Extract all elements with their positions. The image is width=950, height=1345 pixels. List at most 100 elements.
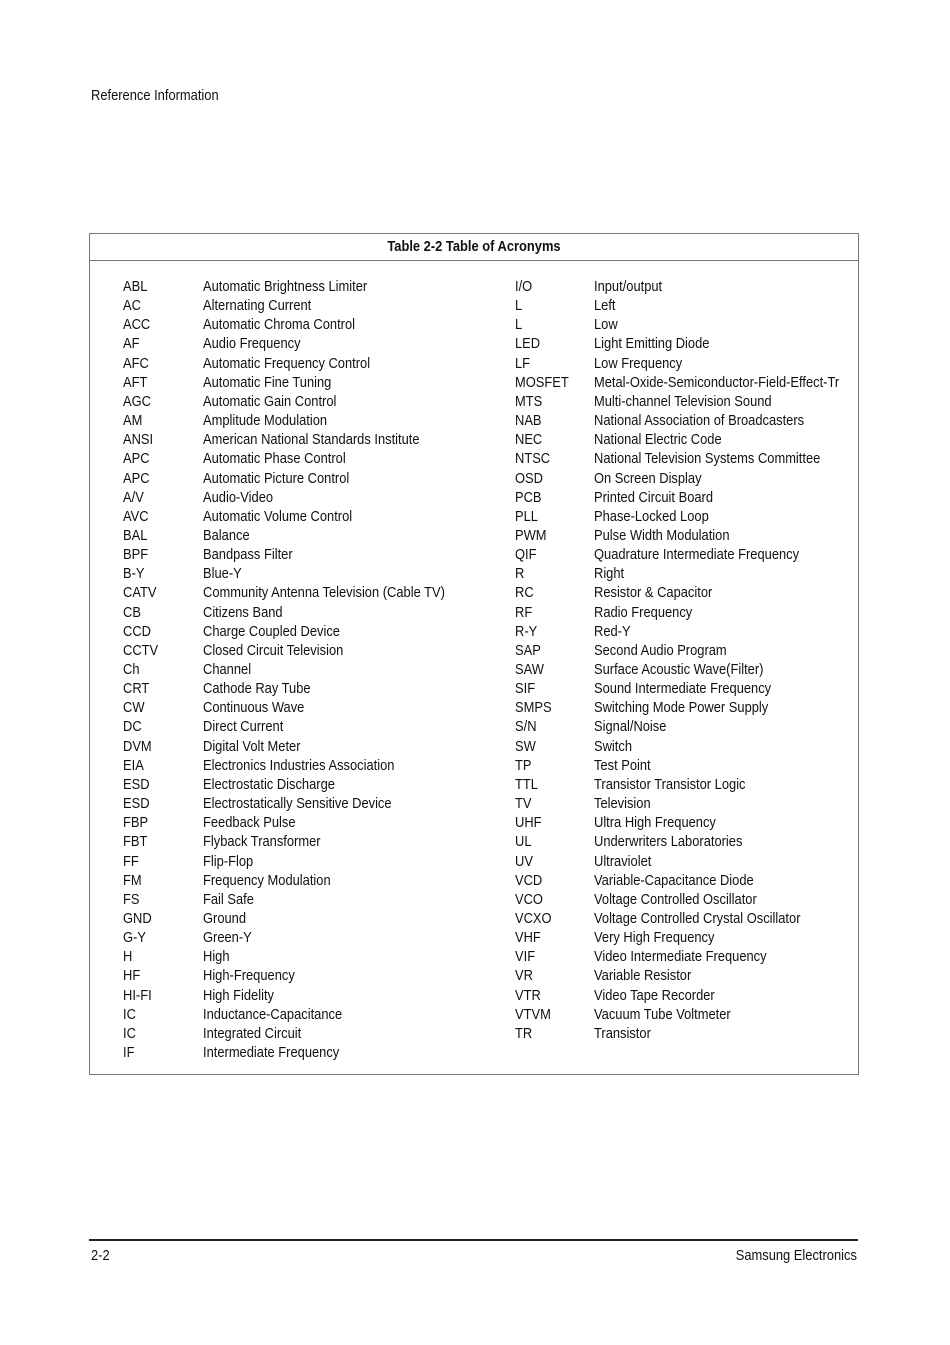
acronym-definition: Flip-Flop <box>203 852 254 870</box>
acronym: OSD <box>515 469 543 487</box>
acronym: ABL <box>123 278 148 295</box>
acronym-definition: Flyback Transformer <box>203 833 321 851</box>
acronym-definition: Amplitude Modulation <box>203 412 328 430</box>
acronym-definition: Green-Y <box>203 929 252 947</box>
acronym: SMPS <box>515 699 552 717</box>
acronym-definition: Community Antenna Television (Cable TV) <box>203 584 445 602</box>
acronym: AFC <box>123 354 149 372</box>
acronym: ESD <box>123 775 150 793</box>
acronym: SAP <box>515 641 541 659</box>
acronym: L <box>515 316 523 334</box>
acronym-definition: Surface Acoustic Wave(Filter) <box>594 661 764 678</box>
acronym-definition: Printed Circuit Board <box>594 488 714 506</box>
acronym-definition: Second Audio Program <box>594 641 727 659</box>
acronym: VTVM <box>515 1005 551 1023</box>
acronym: RF <box>515 603 533 621</box>
acronym: B-Y <box>123 565 145 583</box>
acronym: PWM <box>515 526 547 544</box>
acronym-definition: Automatic Gain Control <box>203 392 337 410</box>
acronym: LF <box>515 354 531 372</box>
acronym: SIF <box>515 680 536 698</box>
acronym: VCO <box>515 890 543 908</box>
acronym: EIA <box>123 756 144 774</box>
acronym-definition: Transistor <box>594 1024 651 1042</box>
acronym-definition: Continuous Wave <box>203 699 305 717</box>
acronym: QIF <box>515 546 537 564</box>
acronym-definition: Video Intermediate Frequency <box>594 948 767 966</box>
acronym: IF <box>123 1044 135 1061</box>
acronym-definition: Switching Mode Power Supply <box>594 699 769 717</box>
acronym: CB <box>123 603 141 621</box>
acronym-definition: On Screen Display <box>594 469 702 487</box>
acronym-definition: Radio Frequency <box>594 603 693 621</box>
acronym-definition: Test Point <box>594 756 651 774</box>
acronym: TTL <box>515 775 538 793</box>
acronym: BAL <box>123 526 148 544</box>
acronym: NEC <box>515 431 543 449</box>
acronym: TR <box>515 1024 533 1042</box>
acronym-definition: National Television Systems Committee <box>594 450 821 468</box>
acronym-definition: Electrostatically Sensitive Device <box>203 795 392 813</box>
acronym-definition: Feedback Pulse <box>203 814 296 832</box>
acronym: IC <box>123 1024 136 1042</box>
acronym: AC <box>123 297 141 315</box>
acronym-definition: Multi-channel Television Sound <box>594 392 772 410</box>
acronym: CW <box>123 699 145 717</box>
acronym: UL <box>515 833 532 851</box>
acronym: PLL <box>515 507 538 525</box>
acronym-definition: Metal-Oxide-Semiconductor-Field-Effect-T… <box>594 373 840 391</box>
page-number: 2-2 <box>91 1247 110 1264</box>
acronym-definition: Low <box>594 316 618 334</box>
acronym-definition: Audio Frequency <box>203 335 301 353</box>
acronym-definition: Direct Current <box>203 718 284 736</box>
acronym-definition: Light Emitting Diode <box>594 335 710 353</box>
acronym: ANSI <box>123 431 154 449</box>
acronym-definition: Closed Circuit Television <box>203 641 344 659</box>
acronym-definition: Automatic Fine Tuning <box>203 373 332 391</box>
acronym: CCTV <box>123 641 159 659</box>
acronym: AVC <box>123 507 149 525</box>
acronym-definition: Automatic Brightness Limiter <box>203 278 368 295</box>
acronym-definition: National Association of Broadcasters <box>594 412 805 430</box>
acronym: TV <box>515 795 532 813</box>
acronym: VTR <box>515 986 541 1004</box>
acronym: VR <box>515 967 533 985</box>
acronym-definition: Balance <box>203 526 250 544</box>
running-header: Reference Information <box>91 87 219 104</box>
acronym-definition: Audio-Video <box>203 488 274 506</box>
acronym-definition: Input/output <box>594 278 663 295</box>
acronym: DC <box>123 718 142 736</box>
acronym-definition: Charge Coupled Device <box>203 622 340 640</box>
acronym: VHF <box>515 929 541 947</box>
acronym-definition: Vacuum Tube Voltmeter <box>594 1005 731 1023</box>
acronym-definition: Underwriters Laboratories <box>594 833 743 851</box>
acronym: UV <box>515 852 533 870</box>
acronym: S/N <box>515 718 537 736</box>
acronym-definition: Automatic Frequency Control <box>203 354 371 372</box>
acronym: APC <box>123 450 150 468</box>
acronym-definition: Integrated Circuit <box>203 1024 302 1042</box>
acronym-definition: Transistor Transistor Logic <box>594 775 746 793</box>
acronym: A/V <box>123 488 144 506</box>
acronym: H <box>123 948 133 966</box>
acronym-definition: Video Tape Recorder <box>594 986 715 1004</box>
acronym: FM <box>123 871 142 889</box>
acronym-definition: Citizens Band <box>203 603 283 621</box>
acronym-definition: Electronics Industries Association <box>203 756 395 774</box>
acronym: RC <box>515 584 534 602</box>
acronym-definition: Bandpass Filter <box>203 546 293 564</box>
acronym: UHF <box>515 814 542 832</box>
acronym: CATV <box>123 584 157 602</box>
acronym-definition: Channel <box>203 661 252 678</box>
acronym-definition: Ultra High Frequency <box>594 814 716 832</box>
acronym-definition: Electrostatic Discharge <box>203 775 335 793</box>
acronym: CCD <box>123 622 151 640</box>
acronym-definition: Fail Safe <box>203 890 254 908</box>
acronym: AFT <box>123 373 148 391</box>
acronym-definition: Red-Y <box>594 622 631 640</box>
acronym: NTSC <box>515 450 551 468</box>
acronym: HF <box>123 967 141 985</box>
acronym-definition: Switch <box>594 737 633 755</box>
acronym: R-Y <box>515 622 538 640</box>
acronym: Ch <box>123 661 140 678</box>
